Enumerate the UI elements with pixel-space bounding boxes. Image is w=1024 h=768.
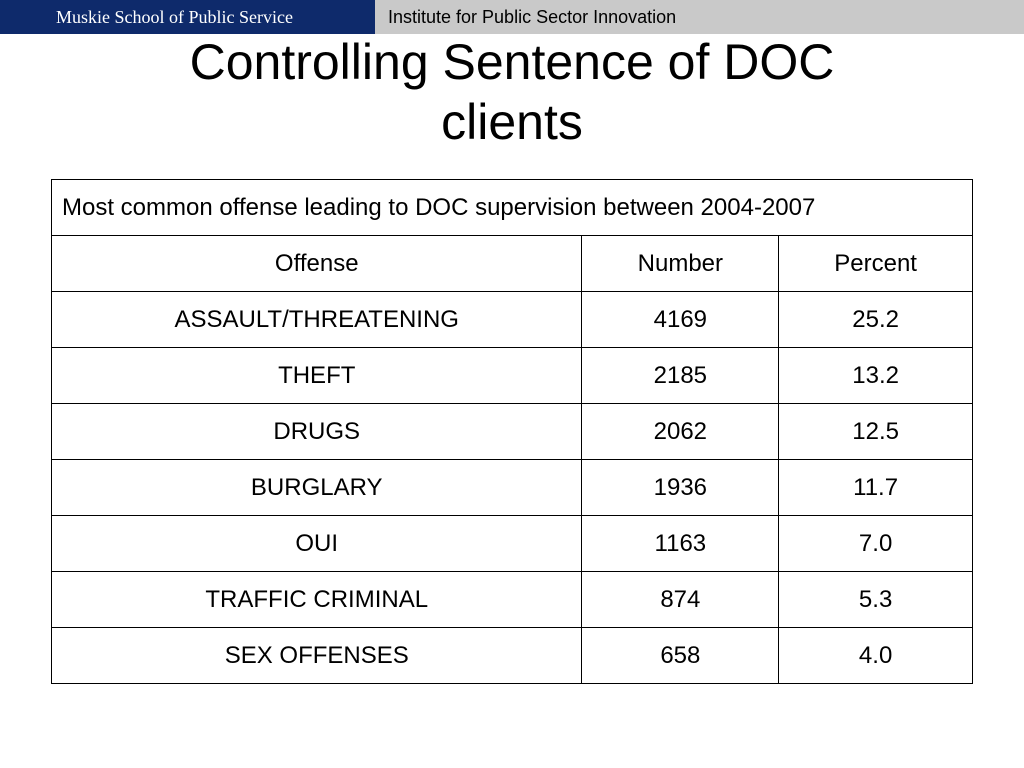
number-cell: 874 bbox=[581, 571, 780, 628]
offense-cell: THEFT bbox=[50, 347, 583, 404]
percent-cell: 5.3 bbox=[778, 571, 973, 628]
table-row: BURGLARY 1936 11.7 bbox=[50, 459, 973, 516]
institute-label: Institute for Public Sector Innovation bbox=[388, 7, 677, 27]
table-row: DRUGS 2062 12.5 bbox=[50, 403, 973, 460]
number-cell: 2185 bbox=[581, 347, 780, 404]
table-header-row: Offense Number Percent bbox=[50, 235, 973, 292]
percent-cell: 4.0 bbox=[778, 627, 973, 684]
percent-cell: 12.5 bbox=[778, 403, 973, 460]
offense-cell: TRAFFIC CRIMINAL bbox=[50, 571, 583, 628]
number-cell: 4169 bbox=[581, 291, 780, 348]
percent-cell: 7.0 bbox=[778, 515, 973, 572]
table-caption-row: Most common offense leading to DOC super… bbox=[51, 179, 973, 236]
number-cell: 2062 bbox=[581, 403, 780, 460]
offense-cell: ASSAULT/THREATENING bbox=[50, 291, 583, 348]
percent-cell: 11.7 bbox=[778, 459, 973, 516]
table-row: TRAFFIC CRIMINAL 874 5.3 bbox=[50, 571, 973, 628]
table-row: THEFT 2185 13.2 bbox=[50, 347, 973, 404]
offense-table: Most common offense leading to DOC super… bbox=[50, 179, 973, 684]
title-line-1: Controlling Sentence of DOC bbox=[189, 34, 835, 90]
number-cell: 1163 bbox=[581, 515, 780, 572]
title-line-2: clients bbox=[441, 94, 583, 150]
header-bar: Muskie School of Public Service Institut… bbox=[0, 0, 1024, 34]
column-header-number: Number bbox=[581, 235, 780, 292]
column-header-percent: Percent bbox=[778, 235, 973, 292]
number-cell: 658 bbox=[581, 627, 780, 684]
table-row: OUI 1163 7.0 bbox=[50, 515, 973, 572]
percent-cell: 13.2 bbox=[778, 347, 973, 404]
table-row: SEX OFFENSES 658 4.0 bbox=[50, 627, 973, 684]
offense-cell: BURGLARY bbox=[50, 459, 583, 516]
offense-cell: OUI bbox=[50, 515, 583, 572]
offense-cell: SEX OFFENSES bbox=[50, 627, 583, 684]
percent-cell: 25.2 bbox=[778, 291, 973, 348]
school-label: Muskie School of Public Service bbox=[0, 0, 375, 34]
table-row: ASSAULT/THREATENING 4169 25.2 bbox=[50, 291, 973, 348]
column-header-offense: Offense bbox=[50, 235, 583, 292]
table-caption: Most common offense leading to DOC super… bbox=[51, 179, 973, 236]
page-title: Controlling Sentence of DOC clients bbox=[0, 32, 1024, 152]
offense-cell: DRUGS bbox=[50, 403, 583, 460]
number-cell: 1936 bbox=[581, 459, 780, 516]
